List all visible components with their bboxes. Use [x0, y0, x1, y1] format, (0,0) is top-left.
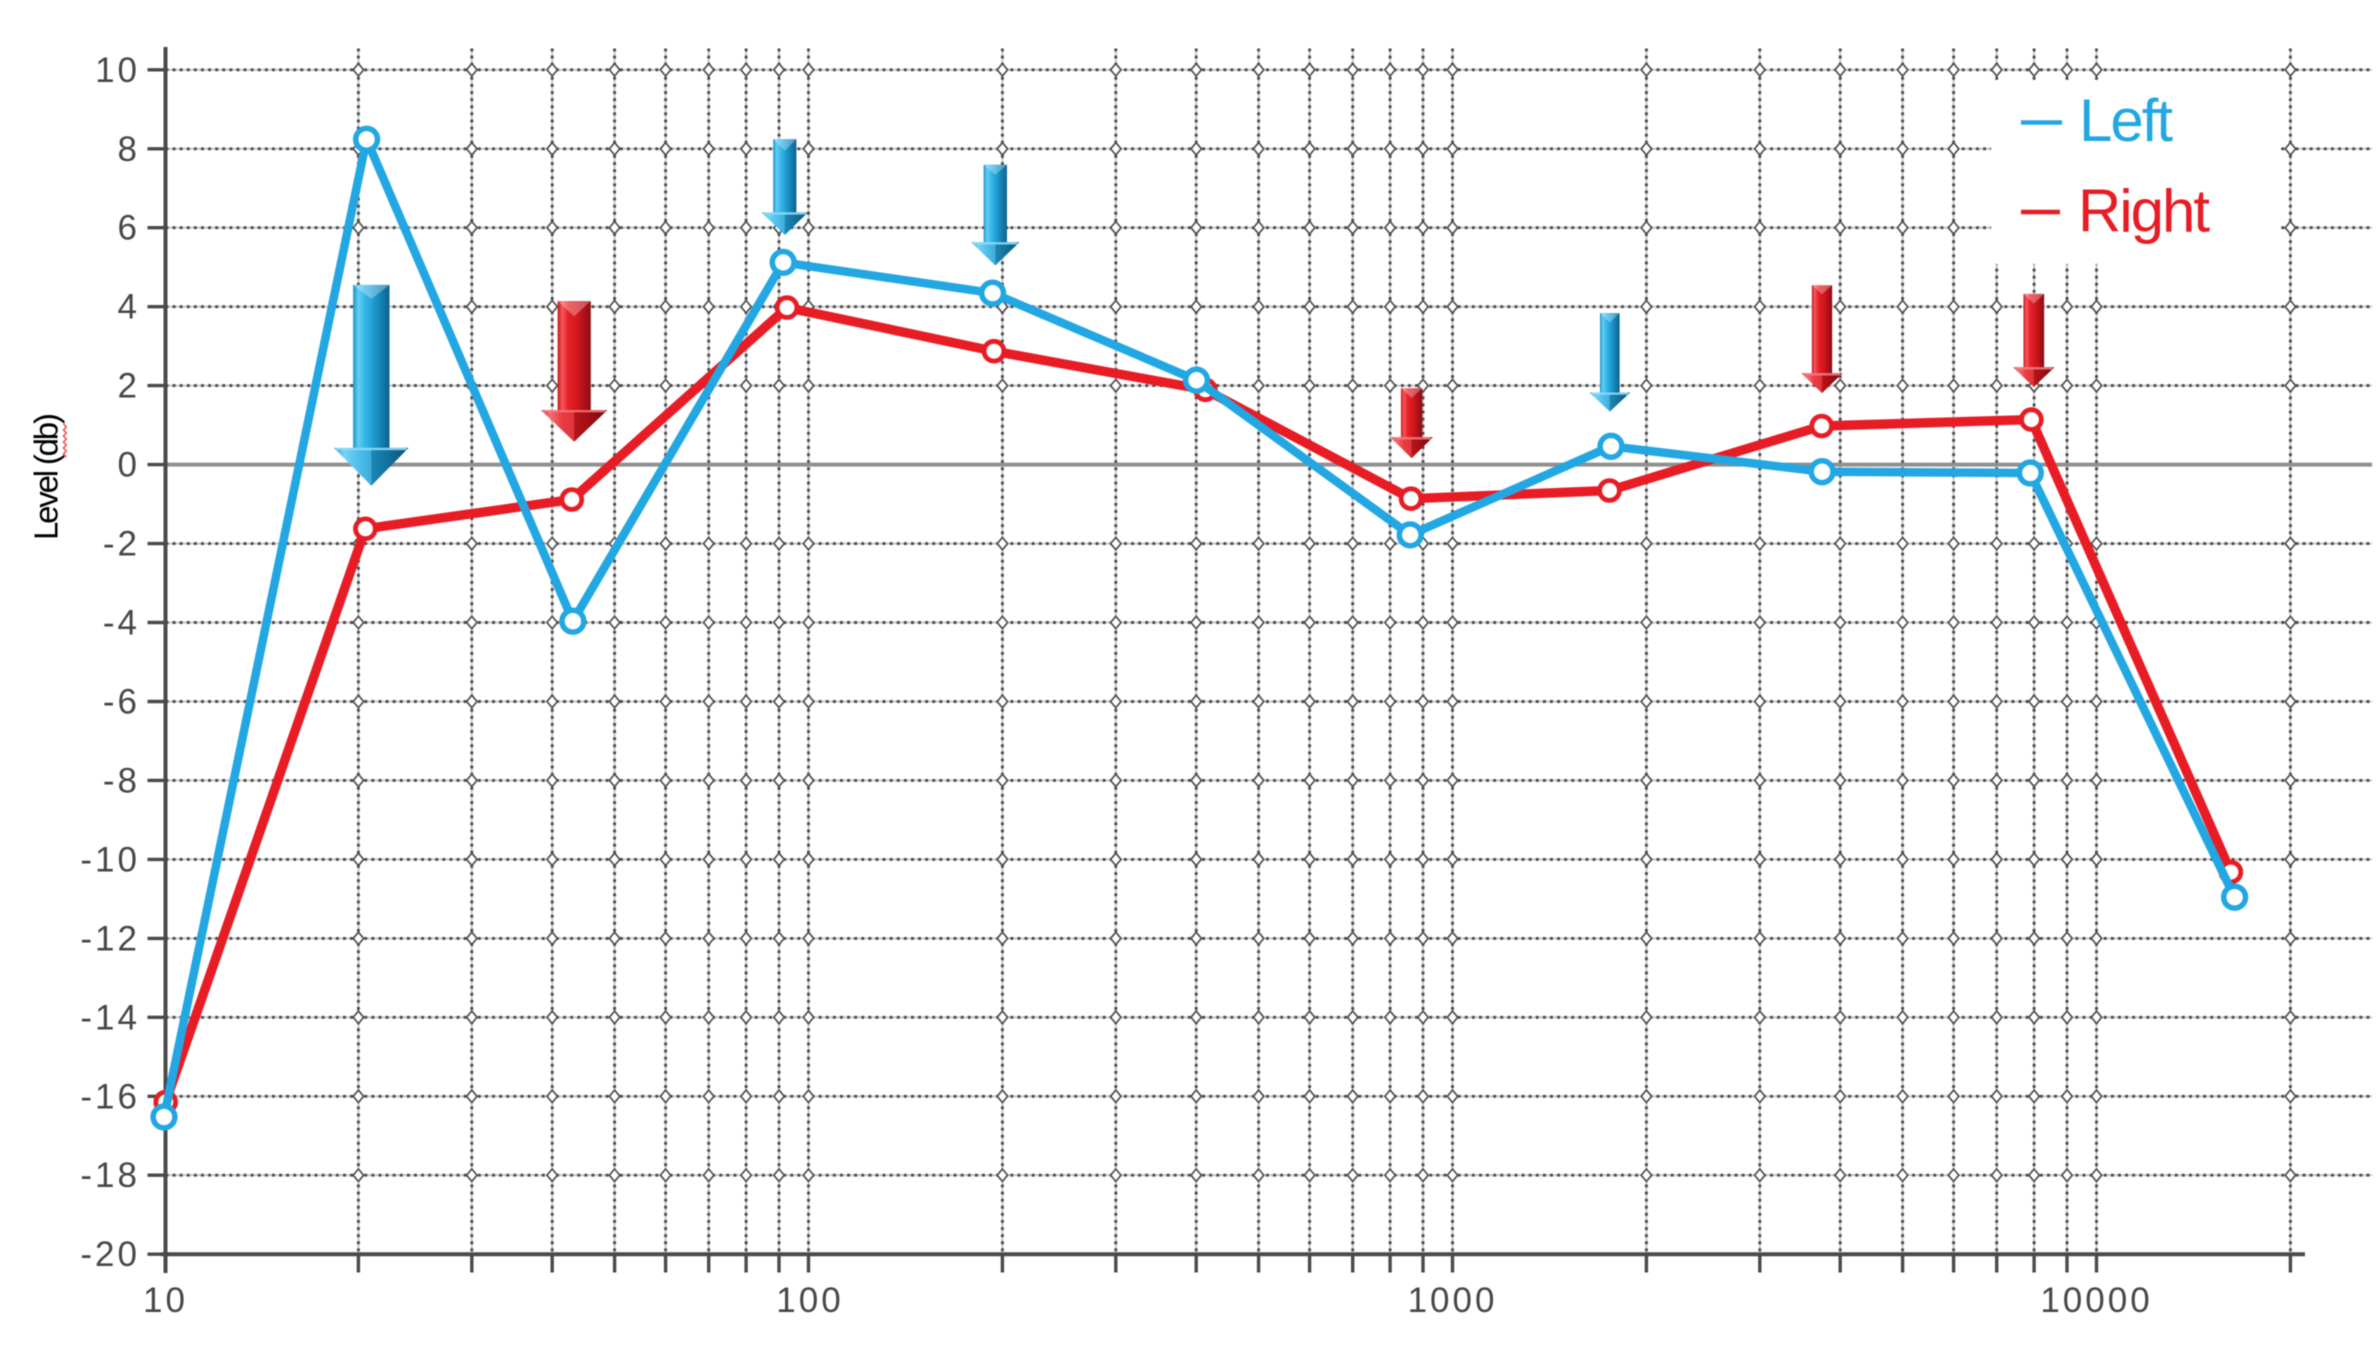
svg-text:-6: -6 [103, 683, 140, 722]
svg-text:100: 100 [776, 1281, 843, 1320]
svg-text:-8: -8 [103, 761, 140, 800]
svg-text:Left: Left [2079, 87, 2173, 154]
svg-text:-16: -16 [80, 1077, 140, 1116]
svg-text:Right: Right [2078, 177, 2210, 244]
svg-text:10: 10 [95, 51, 140, 90]
svg-text:0: 0 [118, 446, 140, 485]
svg-text:-10: -10 [80, 840, 140, 879]
svg-text:-20: -20 [80, 1235, 140, 1274]
svg-text:4: 4 [118, 288, 140, 327]
svg-text:8: 8 [118, 130, 140, 169]
svg-text:-14: -14 [80, 998, 140, 1037]
svg-text:-2: -2 [103, 525, 140, 564]
svg-text:-4: -4 [103, 604, 140, 643]
svg-text:1000: 1000 [1408, 1281, 1498, 1320]
svg-text:-12: -12 [80, 919, 140, 958]
svg-text:Level (db): Level (db) [27, 415, 64, 540]
svg-text:2: 2 [118, 367, 140, 406]
svg-text:-18: -18 [80, 1156, 140, 1195]
svg-text:6: 6 [118, 209, 140, 248]
svg-text:10000: 10000 [2040, 1281, 2152, 1320]
svg-text:10: 10 [143, 1281, 188, 1320]
